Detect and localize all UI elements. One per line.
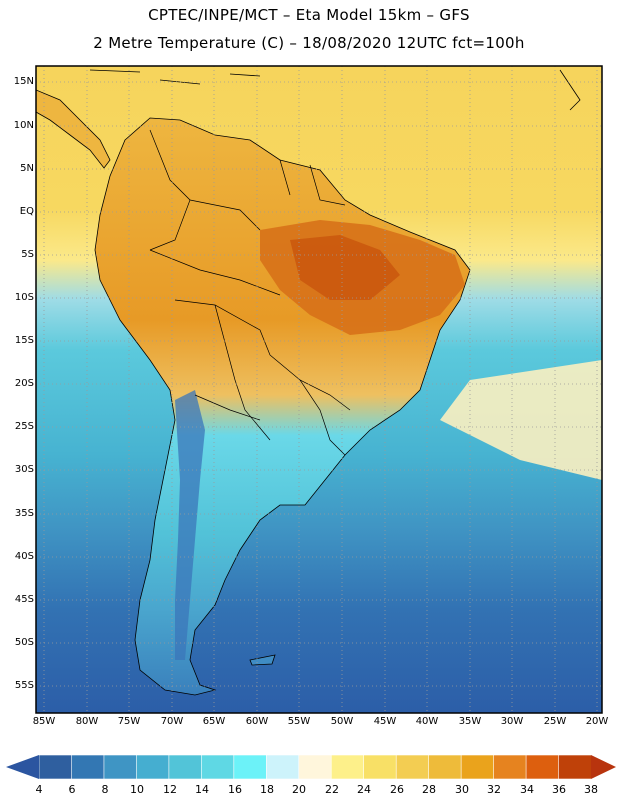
colorbar-swatch [103, 754, 138, 780]
colorbar-tick: 26 [390, 783, 404, 796]
colorbar-swatch [460, 754, 495, 780]
colorbar [6, 754, 616, 780]
lon-label: 35W [458, 716, 482, 727]
falkland-islands [249, 654, 276, 666]
lat-label: 10N [13, 120, 34, 131]
colorbar-swatch [136, 754, 170, 780]
colorbar-low-arrow [6, 755, 39, 779]
colorbar-tick: 14 [195, 783, 209, 796]
lat-label: 30S [14, 464, 34, 475]
lat-label: 15N [13, 76, 34, 87]
colorbar-tick: 20 [292, 783, 306, 796]
lon-label: 80W [75, 716, 99, 727]
colorbar-tick: 30 [455, 783, 469, 796]
colorbar-tick: 38 [584, 783, 598, 796]
lat-label: 45S [14, 594, 34, 605]
lon-label: 50W [330, 716, 354, 727]
lon-label: 25W [543, 716, 567, 727]
map-frame [35, 65, 603, 714]
map-field [36, 66, 602, 713]
colorbar-tick: 8 [101, 783, 109, 796]
andes-cold-band [175, 390, 205, 660]
colorbar-tick: 18 [260, 783, 274, 796]
lon-label: 55W [287, 716, 311, 727]
lon-label: 85W [32, 716, 56, 727]
colorbar-tick: 36 [552, 783, 566, 796]
lat-label: 55S [14, 680, 34, 691]
colorbar-swatch [168, 754, 202, 780]
colorbar-swatch [71, 754, 105, 780]
lat-label: 25S [14, 421, 34, 432]
map-title: CPTEC/INPE/MCT – Eta Model 15km – GFS [148, 6, 470, 24]
colorbar-swatch [428, 754, 462, 780]
colorbar-high-arrow [591, 755, 616, 779]
colorbar-swatch [558, 754, 592, 780]
lat-label: 5N [20, 163, 34, 174]
lon-label: 45W [373, 716, 397, 727]
colorbar-tick: 32 [487, 783, 501, 796]
colorbar-swatch [38, 754, 73, 780]
lat-label: 5S [21, 249, 34, 260]
lon-label: 75W [117, 716, 141, 727]
lat-label: 40S [14, 551, 34, 562]
lat-label: 20S [14, 378, 34, 389]
lon-label: 20W [585, 716, 609, 727]
central-america-land [36, 89, 111, 169]
lon-label: 70W [160, 716, 184, 727]
colorbar-tick: 4 [35, 783, 43, 796]
country-borders [149, 129, 351, 456]
colorbar-tick: 16 [228, 783, 242, 796]
colorbar-swatch [395, 754, 430, 780]
lat-label: EQ [19, 206, 34, 217]
lon-label: 65W [202, 716, 226, 727]
colorbar-tick: 22 [325, 783, 339, 796]
lat-label: 15S [14, 335, 34, 346]
lon-label: 60W [245, 716, 269, 727]
colorbar-tick: 6 [68, 783, 76, 796]
lat-label: 50S [14, 637, 34, 648]
colorbar-swatch [298, 754, 332, 780]
colorbar-swatch [201, 754, 235, 780]
ocean-warm-tongue [440, 360, 602, 480]
colorbar-swatch [233, 754, 267, 780]
colorbar-tick: 24 [357, 783, 371, 796]
map-subtitle: 2 Metre Temperature (C) – 18/08/2020 12U… [93, 34, 525, 52]
hottest-core [290, 235, 400, 300]
colorbar-tick: 12 [163, 783, 177, 796]
colorbar-swatch [330, 754, 365, 780]
lat-label: 10S [14, 292, 34, 303]
colorbar-swatch [525, 754, 560, 780]
colorbar-tick: 10 [130, 783, 144, 796]
colorbar-swatch [493, 754, 527, 780]
colorbar-tick: 34 [520, 783, 534, 796]
lon-label: 30W [500, 716, 524, 727]
colorbar-swatch [363, 754, 397, 780]
colorbar-swatch [265, 754, 300, 780]
lat-label: 35S [14, 508, 34, 519]
lon-label: 40W [415, 716, 439, 727]
colorbar-tick: 28 [422, 783, 436, 796]
